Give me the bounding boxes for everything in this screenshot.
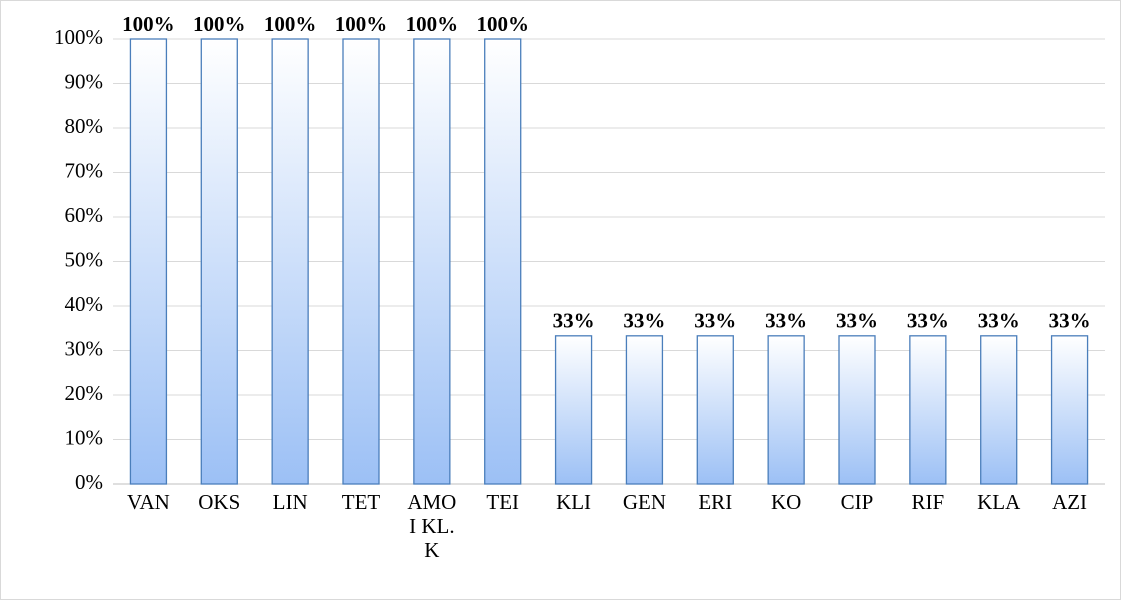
data-label: 33% xyxy=(694,309,736,333)
bar xyxy=(271,38,309,485)
y-tick-label: 0% xyxy=(75,470,103,494)
data-label: 33% xyxy=(765,309,807,333)
bar xyxy=(625,335,664,485)
data-label: 33% xyxy=(623,309,665,333)
x-tick-label: TEI xyxy=(486,490,520,514)
bar xyxy=(696,335,734,485)
y-tick-label: 60% xyxy=(65,203,104,227)
y-tick-label: 20% xyxy=(65,381,104,405)
data-label: 100% xyxy=(476,12,529,36)
x-tick-label: LIN xyxy=(272,490,308,514)
data-label: 100% xyxy=(406,12,459,36)
x-tick-label: KO xyxy=(770,490,802,514)
x-tick-label: AMOI KL.K xyxy=(407,490,457,562)
bar xyxy=(484,38,522,485)
x-tick-label: ERI xyxy=(698,490,733,514)
bar xyxy=(342,38,380,485)
x-tick-label: AZI xyxy=(1052,490,1088,514)
bar xyxy=(200,38,238,485)
bar xyxy=(909,335,947,485)
bar xyxy=(1050,335,1089,485)
y-tick-label: 80% xyxy=(65,114,104,138)
x-tick-label: TET xyxy=(341,490,381,514)
y-tick-label: 10% xyxy=(65,425,104,449)
data-label: 100% xyxy=(193,12,246,36)
y-tick-label: 50% xyxy=(65,247,104,271)
bar xyxy=(980,335,1018,485)
data-label: 33% xyxy=(1049,309,1091,333)
y-tick-label: 30% xyxy=(65,336,104,360)
x-tick-label: KLA xyxy=(977,490,1021,514)
data-label: 100% xyxy=(335,12,388,36)
bar xyxy=(838,335,876,485)
x-tick-label: RIF xyxy=(911,490,945,514)
y-tick-label: 70% xyxy=(65,158,104,182)
y-tick-label: 90% xyxy=(65,69,104,93)
y-tick-label: 100% xyxy=(54,25,103,49)
data-label: 100% xyxy=(264,12,317,36)
data-label: 33% xyxy=(836,309,878,333)
x-tick-label: VAN xyxy=(127,490,170,514)
data-label: 33% xyxy=(978,309,1020,333)
bar xyxy=(767,335,805,485)
x-tick-label: CIP xyxy=(840,490,874,514)
y-tick-label: 40% xyxy=(65,292,104,316)
data-label: 33% xyxy=(553,309,595,333)
x-tick-label: GEN xyxy=(622,490,666,514)
bar xyxy=(129,38,168,485)
bar xyxy=(413,38,451,485)
data-label: 100% xyxy=(122,12,175,36)
x-tick-label: KLI xyxy=(556,490,592,514)
data-label: 33% xyxy=(907,309,949,333)
x-tick-label: OKS xyxy=(198,490,241,514)
bar xyxy=(554,335,593,485)
